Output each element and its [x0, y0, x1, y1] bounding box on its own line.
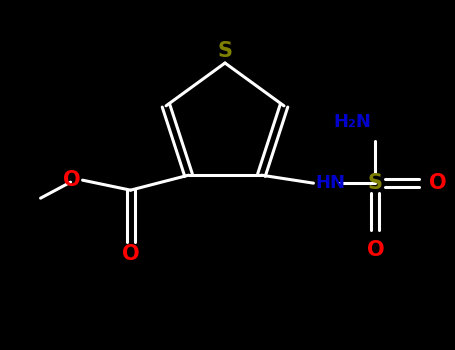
Text: O: O [63, 170, 81, 190]
Text: S: S [368, 173, 383, 193]
Text: O: O [367, 240, 384, 260]
Text: S: S [217, 41, 233, 61]
Text: H₂N: H₂N [334, 113, 371, 131]
Text: HN: HN [315, 174, 345, 192]
Text: O: O [122, 244, 139, 264]
Text: O: O [430, 173, 447, 193]
